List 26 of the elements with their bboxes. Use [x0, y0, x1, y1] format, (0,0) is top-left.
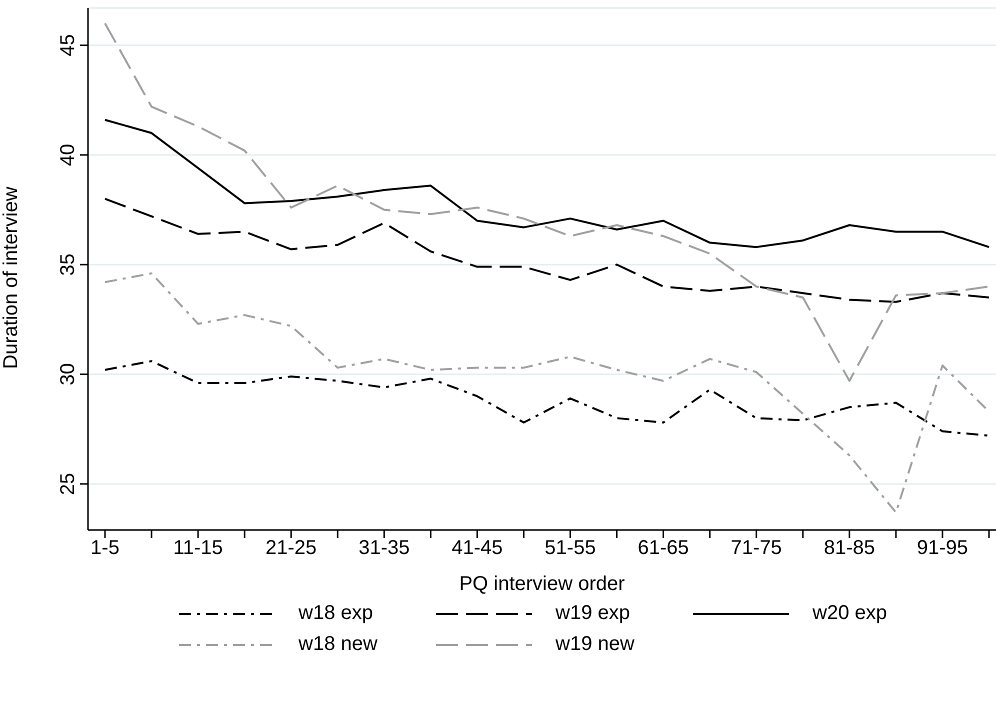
- x-tick-label: 51-55: [544, 537, 596, 560]
- x-tick-label: 1-5: [90, 537, 120, 560]
- line-series: [104, 118, 990, 248]
- y-tick-label: 35: [57, 253, 79, 276]
- x-tick-label: 11-15: [173, 537, 223, 560]
- y-tick-label: 45: [57, 34, 79, 56]
- line-series: [104, 198, 990, 303]
- line-series: [104, 22, 990, 382]
- x-tick-label: 31-35: [358, 537, 410, 560]
- legend-label: w18 exp: [298, 602, 373, 625]
- legend-label: w18 new: [298, 633, 378, 656]
- y-tick-label: 25: [57, 472, 79, 496]
- y-axis-title: Duration of interview: [0, 186, 22, 369]
- x-tick-label: 61-65: [638, 537, 689, 560]
- x-tick-label: 71-75: [730, 537, 782, 560]
- y-tick-label: 30: [57, 363, 79, 386]
- legend-label: w19 exp: [556, 602, 630, 625]
- legend-label: w19 new: [556, 633, 634, 656]
- line-series: [104, 360, 990, 437]
- legend-label: w20 exp: [812, 602, 887, 625]
- x-tick-label: 41-45: [452, 537, 503, 560]
- x-tick-label: 21-25: [266, 537, 317, 560]
- x-tick-label: 81-85: [824, 537, 875, 560]
- x-tick-label: 91-95: [916, 537, 968, 560]
- x-axis-title: PQ interview order: [459, 573, 626, 595]
- y-tick-label: 40: [57, 144, 79, 166]
